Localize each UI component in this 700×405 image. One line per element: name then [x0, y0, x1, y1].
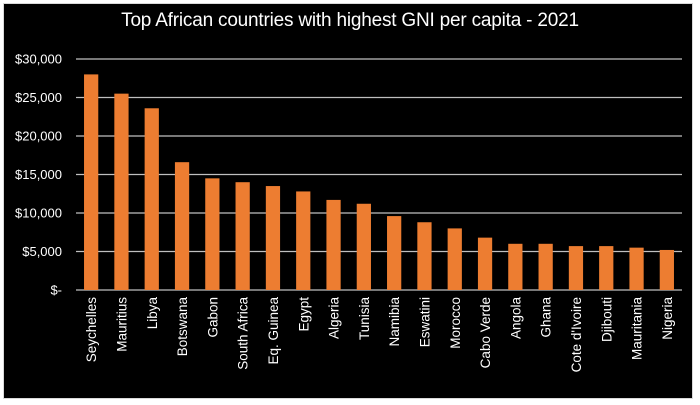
x-axis-category-labels: Seychelles Mauritius Libya Botswana Gabon Sou…	[84, 297, 675, 373]
bar	[114, 93, 129, 291]
y-tick-label: $10,000	[15, 206, 62, 221]
y-tick-label: $-	[50, 283, 62, 298]
bar	[144, 108, 159, 290]
x-tick-label: Angola	[508, 297, 523, 340]
y-tick-label: $20,000	[15, 129, 62, 144]
x-tick-label: Nigeria	[660, 297, 675, 340]
bar	[417, 222, 432, 290]
bar	[508, 243, 523, 290]
x-tick-label: Djibouti	[599, 297, 614, 342]
y-tick-label: $25,000	[15, 90, 62, 105]
gridlines	[76, 58, 682, 291]
x-tick-label: Botswana	[175, 297, 190, 357]
x-tick-label: Morocco	[448, 297, 463, 349]
x-tick-label: Eswatini	[417, 297, 432, 347]
x-tick-label: Mauritania	[630, 297, 645, 361]
x-tick-label: Cote d'Ivoire	[569, 297, 584, 372]
y-tick-label: $15,000	[15, 167, 62, 182]
x-tick-label: Namibia	[387, 297, 402, 347]
bar	[205, 178, 220, 290]
x-tick-label: Algeria	[327, 297, 342, 340]
bar	[447, 228, 462, 290]
bar	[235, 182, 250, 290]
bar	[477, 237, 493, 290]
bar	[296, 191, 311, 290]
bar	[568, 246, 584, 290]
bars	[84, 74, 674, 291]
bar	[326, 199, 341, 290]
y-axis-tick-labels: $- $5,000 $10,000 $15,000 $20,000 $25,000 $30,…	[15, 52, 62, 298]
x-tick-label: Cabo Verde	[478, 297, 493, 368]
x-tick-label: Mauritius	[114, 297, 129, 352]
bar	[265, 186, 281, 290]
x-tick-label: Seychelles	[84, 297, 99, 363]
bar	[387, 216, 402, 290]
bar	[174, 162, 190, 290]
bar	[538, 243, 553, 290]
x-tick-label: Eq. Guinea	[266, 297, 281, 365]
y-tick-label: $30,000	[15, 52, 62, 67]
x-tick-label: Tunisia	[357, 297, 372, 341]
bar	[659, 249, 674, 290]
y-tick-label: $5,000	[22, 244, 62, 259]
x-tick-label: Egypt	[296, 297, 311, 332]
bar	[629, 247, 644, 290]
bar	[84, 74, 99, 291]
x-tick-label: Libya	[145, 297, 160, 330]
bar	[356, 203, 371, 290]
bar	[599, 246, 614, 290]
x-tick-label: Gabon	[205, 297, 220, 338]
chart-title: Top African countries with highest GNI p…	[121, 10, 579, 31]
x-tick-label: South Africa	[236, 297, 251, 370]
x-tick-label: Ghana	[539, 297, 554, 338]
